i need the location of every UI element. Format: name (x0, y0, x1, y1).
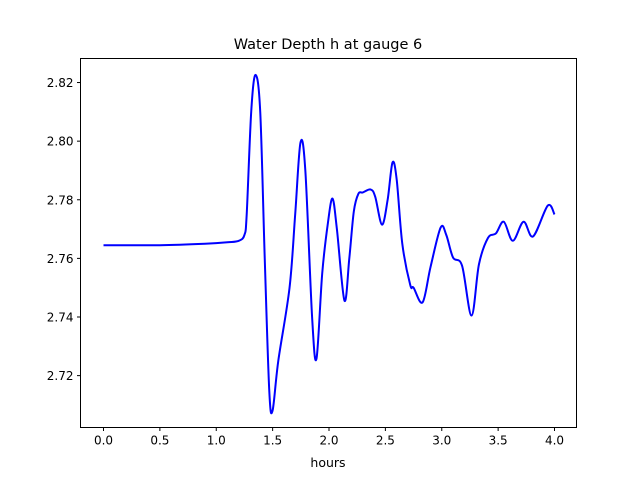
y-tick-label: 2.72 (47, 369, 74, 383)
x-tick-label: 0.0 (94, 434, 113, 448)
x-tick-label: 0.5 (150, 434, 169, 448)
y-tick-label: 2.76 (47, 252, 74, 266)
x-axis-label: hours (310, 455, 345, 470)
series-line-h (103, 73, 556, 415)
x-tick-label: 4.0 (545, 434, 564, 448)
y-tick-label: 2.82 (47, 76, 74, 90)
x-tick-label: 1.0 (207, 434, 226, 448)
x-tick-label: 2.5 (376, 434, 395, 448)
chart-title: Water Depth h at gauge 6 (234, 37, 422, 53)
y-tick-label: 2.78 (47, 193, 74, 207)
y-tick-label: 2.80 (47, 135, 74, 149)
x-tick-label: 1.5 (263, 434, 282, 448)
x-tick-label: 3.0 (432, 434, 451, 448)
axes-frame (80, 58, 577, 428)
x-tick-label: 3.5 (489, 434, 508, 448)
x-tick-label: 2.0 (319, 434, 338, 448)
y-tick-label: 2.74 (47, 311, 74, 325)
